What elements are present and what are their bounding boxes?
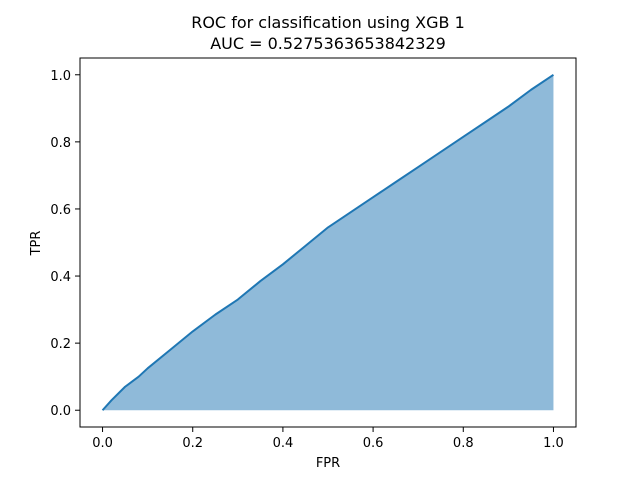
y-tick-label: 0.6 <box>50 203 71 218</box>
y-axis-ticks: 0.0 0.2 0.4 0.6 0.8 1.0 <box>50 69 80 419</box>
x-tick-label: 0.8 <box>453 436 474 451</box>
x-tick-label: 0.6 <box>363 436 384 451</box>
chart-title: ROC for classification using XGB 1 <box>191 13 465 32</box>
x-axis-ticks: 0.0 0.2 0.4 0.6 0.8 1.0 <box>92 427 564 451</box>
plot-frame <box>79 57 577 428</box>
x-axis-label: FPR <box>316 456 340 471</box>
y-tick-label: 1.0 <box>50 69 71 84</box>
y-tick-label: 0.2 <box>50 337 71 352</box>
x-tick-label: 0.2 <box>182 436 203 451</box>
x-tick-label: 1.0 <box>543 436 564 451</box>
roc-curve <box>101 73 555 411</box>
roc-area-fill <box>102 74 554 411</box>
y-tick-label: 0.4 <box>50 270 71 285</box>
y-tick-label: 0.0 <box>50 404 71 419</box>
y-axis-label: TPR <box>29 231 44 257</box>
y-tick-label: 0.8 <box>50 136 71 151</box>
chart-subtitle: AUC = 0.5275363653842329 <box>210 34 446 53</box>
x-tick-label: 0.4 <box>273 436 294 451</box>
x-tick-label: 0.0 <box>92 436 113 451</box>
